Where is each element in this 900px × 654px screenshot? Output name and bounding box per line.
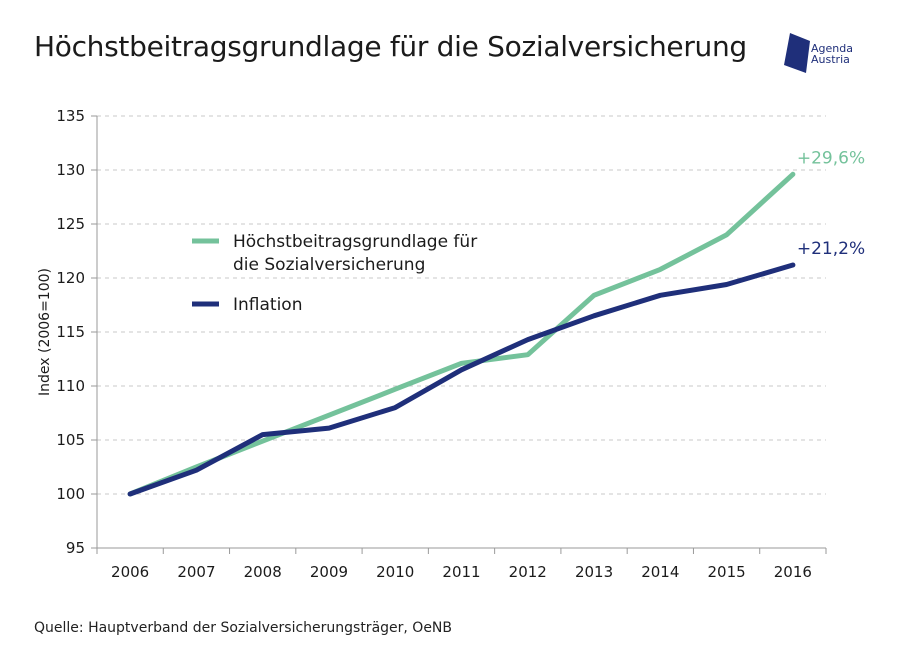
logo-text: Agenda Austria bbox=[811, 43, 853, 65]
x-tick-label: 2011 bbox=[442, 563, 480, 581]
y-tick-label: 110 bbox=[56, 377, 85, 395]
agenda-austria-logo: Agenda Austria bbox=[784, 31, 874, 77]
y-tick-label: 130 bbox=[56, 161, 85, 179]
end-label-2: +21,2% bbox=[797, 239, 865, 259]
series-line-1 bbox=[127, 171, 796, 497]
legend-label-1: die Sozialversicherung bbox=[233, 255, 425, 275]
y-tick-label: 135 bbox=[56, 107, 85, 125]
y-axis-label: Index (2006=100) bbox=[37, 268, 53, 396]
y-tick-label: 100 bbox=[56, 485, 85, 503]
x-tick-labels: 2006 2007 2008 2009 2010 2011 2012 2013 2014 2015… bbox=[111, 563, 812, 581]
y-tick-label: 115 bbox=[56, 323, 85, 341]
legend-label-1: Höchstbeitragsgrundlage für bbox=[233, 232, 477, 252]
series-line-2 bbox=[127, 262, 796, 497]
y-tick-label: 125 bbox=[56, 215, 85, 233]
x-tick-label: 2009 bbox=[310, 563, 348, 581]
grid-lines bbox=[97, 115, 826, 495]
logo-line-1: Agenda bbox=[811, 42, 853, 55]
series-lines bbox=[127, 171, 796, 497]
chart-title: Höchstbeitragsgrundlage für die Sozialve… bbox=[34, 30, 747, 63]
x-tick-label: 2012 bbox=[509, 563, 547, 581]
axes bbox=[91, 115, 827, 554]
legend: Höchstbeitragsgrundlage für die Sozialver… bbox=[192, 232, 477, 315]
source-note: Quelle: Hauptverband der Sozialversicher… bbox=[34, 620, 453, 636]
y-tick-label: 120 bbox=[56, 269, 85, 287]
end-labels: +29,6% +21,2% bbox=[797, 148, 865, 259]
x-tick-label: 2016 bbox=[774, 563, 812, 581]
legend-label-2: Inflation bbox=[233, 295, 302, 315]
x-tick-label: 2014 bbox=[641, 563, 679, 581]
x-tick-label: 2015 bbox=[707, 563, 745, 581]
y-tick-labels: 95 100 105 110 115 120 125 130 135 bbox=[56, 107, 85, 557]
x-tick-label: 2013 bbox=[575, 563, 613, 581]
logo-line-2: Austria bbox=[811, 53, 850, 66]
y-tick-label: 95 bbox=[66, 539, 85, 557]
end-label-1: +29,6% bbox=[797, 148, 865, 168]
agenda-austria-logo-icon bbox=[784, 33, 810, 73]
x-tick-label: 2006 bbox=[111, 563, 149, 581]
y-tick-label: 105 bbox=[56, 431, 85, 449]
x-tick-label: 2007 bbox=[177, 563, 215, 581]
x-tick-label: 2010 bbox=[376, 563, 414, 581]
x-tick-label: 2008 bbox=[244, 563, 282, 581]
